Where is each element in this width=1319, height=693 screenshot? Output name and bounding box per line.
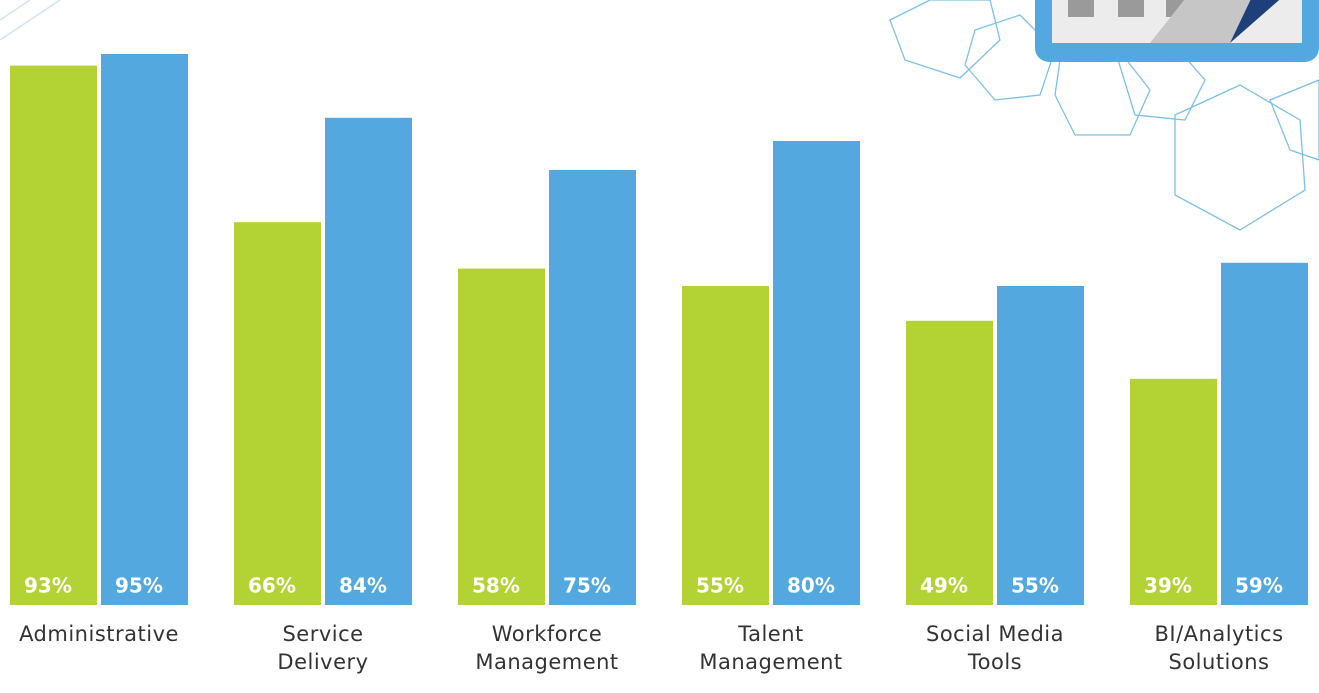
bar <box>549 170 636 605</box>
x-tick-label: BI/Analytics Solutions <box>1154 622 1284 674</box>
value-label: 55% <box>696 574 744 598</box>
device-icon <box>1035 0 1319 62</box>
bar <box>10 65 97 606</box>
bar <box>1130 378 1217 605</box>
x-tick-label: Service Delivery <box>277 622 369 674</box>
bar <box>458 268 545 605</box>
bar <box>997 286 1084 605</box>
bar <box>101 54 188 605</box>
value-label: 84% <box>339 574 387 598</box>
bar <box>773 141 860 605</box>
value-label: 55% <box>1011 574 1059 598</box>
x-tick-label: Administrative <box>19 622 179 646</box>
value-label: 95% <box>115 574 163 598</box>
value-label: 39% <box>1144 574 1192 598</box>
x-tick-label: Talent Management <box>699 622 843 674</box>
x-tick-label: Social Media Tools <box>925 622 1064 674</box>
value-label: 75% <box>563 574 611 598</box>
value-label: 80% <box>787 574 835 598</box>
value-label: 93% <box>24 574 72 598</box>
bar <box>682 286 769 605</box>
value-label: 49% <box>920 574 968 598</box>
value-label: 66% <box>248 574 296 598</box>
bar <box>906 320 993 605</box>
value-label: 59% <box>1235 574 1283 598</box>
decoration <box>0 0 61 41</box>
bar <box>325 117 412 606</box>
value-label: 58% <box>472 574 520 598</box>
bar <box>234 222 321 605</box>
x-tick-label: Workforce Management <box>475 622 619 674</box>
bar <box>1221 262 1308 605</box>
